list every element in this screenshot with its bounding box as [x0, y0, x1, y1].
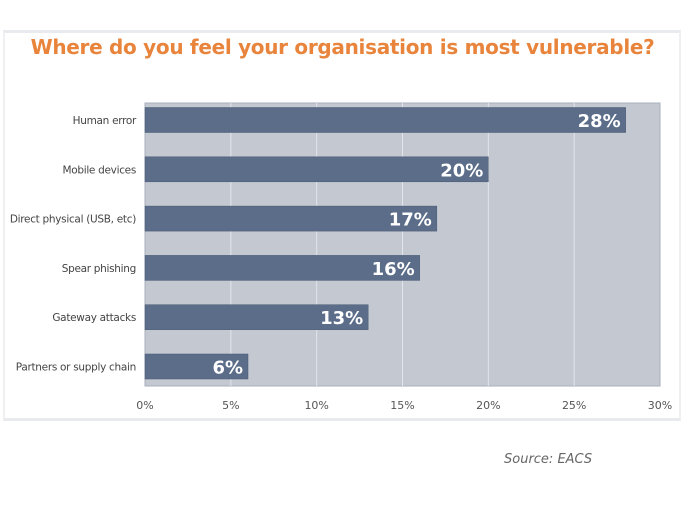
chart-title: Where do you feel your organisation is m…: [30, 35, 655, 59]
bar: [144, 255, 420, 281]
bar: [144, 156, 489, 183]
bar: [144, 107, 626, 133]
data-label: 6%: [212, 358, 243, 379]
category-label: Partners or supply chain: [16, 362, 136, 374]
category-label: Gateway attacks: [52, 312, 136, 324]
bar: [144, 353, 249, 380]
x-tick-label: 5%: [222, 399, 239, 412]
category-label: Direct physical (USB, etc): [10, 214, 136, 226]
x-tick-label: 20%: [476, 399, 500, 412]
category-label: Spear phishing: [62, 263, 136, 275]
x-tick-label: 10%: [304, 399, 328, 412]
category-label: Human error: [73, 115, 137, 127]
data-label: 13%: [320, 308, 363, 329]
x-tick-label: 30%: [648, 399, 672, 412]
data-label: 17%: [389, 210, 432, 231]
x-tick-label: 0%: [136, 399, 153, 412]
x-tick-label: 15%: [390, 399, 414, 412]
data-label: 16%: [372, 259, 415, 280]
source-note: Source: EACS: [504, 452, 593, 467]
x-tick-label: 25%: [562, 399, 586, 412]
category-label: Mobile devices: [62, 164, 136, 176]
data-label: 20%: [440, 160, 483, 181]
bar: [144, 304, 369, 330]
bar: [144, 205, 438, 232]
data-label: 28%: [578, 111, 621, 132]
